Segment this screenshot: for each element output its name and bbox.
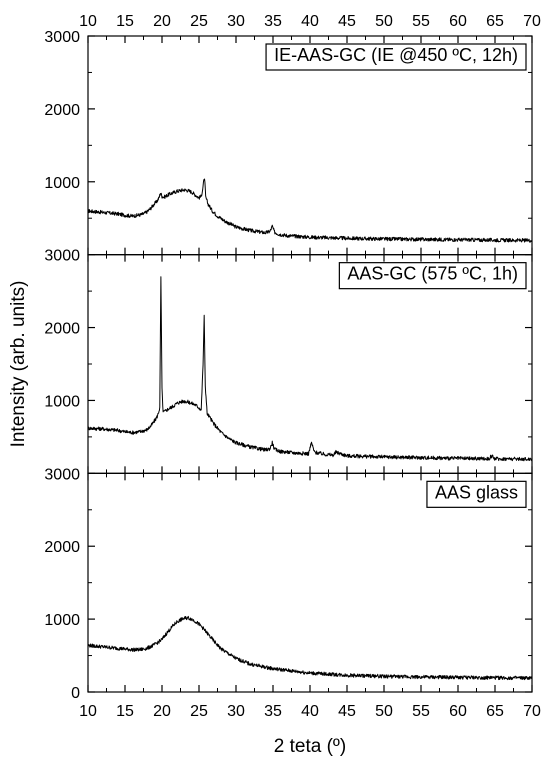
x-tick-label-top: 25 xyxy=(190,13,208,30)
y-tick-label: 2000 xyxy=(44,102,80,119)
x-tick-label: 20 xyxy=(153,703,171,720)
y-tick-label: 2000 xyxy=(44,539,80,556)
x-tick-label-top: 20 xyxy=(153,13,171,30)
legend-label-panel-3: AAS glass xyxy=(435,482,518,502)
x-tick-label: 60 xyxy=(449,703,467,720)
series-line-panel-2 xyxy=(87,276,533,462)
plot-layer xyxy=(87,178,533,681)
y-tick-label: 0 xyxy=(71,685,80,702)
legend-box-panel-1 xyxy=(265,43,527,71)
y-tick-label: 1000 xyxy=(44,612,80,629)
x-tick-label: 35 xyxy=(264,703,282,720)
x-tick-label: 65 xyxy=(486,703,504,720)
x-tick-label: 15 xyxy=(116,703,134,720)
y-tick-label: 1000 xyxy=(44,175,80,192)
x-tick-label-top: 65 xyxy=(486,13,504,30)
y-tick-label: 2000 xyxy=(44,321,80,338)
y-tick-label: 1000 xyxy=(44,393,80,410)
x-tick-label: 50 xyxy=(375,703,393,720)
legend-label-panel-2: AAS-GC (575 ºC, 1h) xyxy=(347,264,518,284)
legend-label-panel-1: IE-AAS-GC (IE @450 ºC, 12h) xyxy=(274,45,518,65)
x-tick-label: 70 xyxy=(523,703,541,720)
x-tick-label-top: 15 xyxy=(116,13,134,30)
x-tick-label: 40 xyxy=(301,703,319,720)
x-tick-label-top: 35 xyxy=(264,13,282,30)
x-axis-title: 2 teta (º) xyxy=(274,736,346,757)
x-tick-label-top: 70 xyxy=(523,13,541,30)
axis-layer: 3000 2000 1000 IE-AAS-GC (IE @450 ºC, 12h) 3… xyxy=(44,13,541,720)
x-tick-label: 10 xyxy=(79,703,97,720)
x-tick-label-top: 10 xyxy=(79,13,97,30)
y-tick-label: 3000 xyxy=(44,248,80,265)
series-line-panel-3 xyxy=(87,615,533,681)
x-tick-label-top: 45 xyxy=(338,13,356,30)
y-axis-title: Intensity (arb. units) xyxy=(8,281,29,448)
x-tick-label: 55 xyxy=(412,703,430,720)
y-tick-label: 3000 xyxy=(44,466,80,483)
x-tick-label: 45 xyxy=(338,703,356,720)
series-line-panel-1 xyxy=(87,178,533,243)
x-tick-label-top: 30 xyxy=(227,13,245,30)
x-tick-label: 30 xyxy=(227,703,245,720)
y-tick-label: 3000 xyxy=(44,29,80,46)
x-tick-label-top: 55 xyxy=(412,13,430,30)
x-tick-label: 25 xyxy=(190,703,208,720)
x-tick-label-top: 50 xyxy=(375,13,393,30)
legend-box-panel-3 xyxy=(426,480,527,508)
x-tick-label-top: 60 xyxy=(449,13,467,30)
x-tick-label-top: 40 xyxy=(301,13,319,30)
legend-box-panel-2 xyxy=(338,262,527,290)
